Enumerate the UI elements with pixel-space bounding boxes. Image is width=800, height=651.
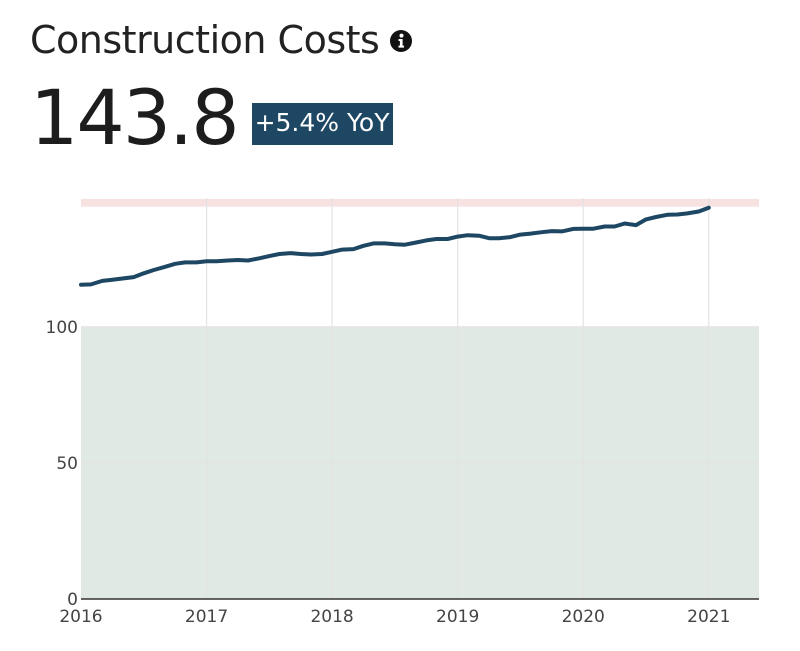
data-point bbox=[90, 283, 93, 286]
data-point bbox=[246, 259, 249, 262]
data-point bbox=[352, 248, 355, 251]
data-point bbox=[529, 232, 532, 235]
data-point bbox=[560, 230, 563, 233]
x-tick-label: 2017 bbox=[185, 607, 228, 627]
data-point bbox=[132, 276, 135, 279]
data-point bbox=[519, 233, 522, 236]
data-point bbox=[697, 210, 700, 213]
data-point bbox=[478, 234, 481, 237]
x-tick-label: 2020 bbox=[562, 607, 605, 627]
x-tick-label: 2018 bbox=[310, 607, 353, 627]
data-point bbox=[435, 238, 438, 241]
data-point bbox=[268, 255, 271, 258]
data-point bbox=[205, 260, 208, 263]
current-value: 143.8 bbox=[30, 73, 240, 162]
series-line bbox=[79, 205, 711, 287]
data-point bbox=[362, 244, 365, 247]
data-point bbox=[498, 237, 501, 240]
data-point bbox=[195, 261, 198, 264]
data-point bbox=[707, 206, 710, 209]
data-point bbox=[666, 213, 669, 216]
yoy-change-badge: +5.4% YoY bbox=[251, 103, 393, 145]
data-point bbox=[299, 252, 302, 255]
data-point bbox=[686, 212, 689, 215]
x-tick-label: 2019 bbox=[436, 607, 479, 627]
data-point bbox=[258, 257, 261, 260]
data-point bbox=[226, 259, 229, 262]
data-point bbox=[540, 231, 543, 234]
data-point bbox=[101, 279, 104, 282]
data-point bbox=[550, 230, 553, 233]
data-point bbox=[121, 277, 124, 280]
data-point bbox=[676, 213, 679, 216]
data-point bbox=[488, 237, 491, 240]
data-point bbox=[415, 241, 418, 244]
data-point bbox=[341, 248, 344, 251]
data-point bbox=[174, 262, 177, 265]
y-tick-label: 0 bbox=[67, 590, 78, 610]
data-point bbox=[372, 242, 375, 245]
data-point bbox=[393, 243, 396, 246]
data-point bbox=[152, 269, 155, 272]
y-tick-label: 100 bbox=[46, 318, 78, 338]
data-point bbox=[592, 227, 595, 230]
header: Construction Costs bbox=[30, 14, 413, 66]
data-point bbox=[603, 225, 606, 228]
data-point bbox=[184, 261, 187, 264]
data-point bbox=[331, 250, 334, 253]
data-point bbox=[236, 258, 239, 261]
info-icon[interactable] bbox=[389, 29, 413, 58]
x-tick-label: 2021 bbox=[687, 607, 730, 627]
data-point bbox=[215, 260, 218, 263]
title-row: Construction Costs bbox=[30, 14, 413, 66]
data-point bbox=[142, 272, 145, 275]
value-row: 143.8 +5.4% YoY bbox=[30, 76, 393, 160]
data-point bbox=[582, 227, 585, 230]
data-point bbox=[321, 252, 324, 255]
data-point bbox=[456, 235, 459, 238]
data-point bbox=[403, 243, 406, 246]
data-point bbox=[613, 225, 616, 228]
data-point bbox=[383, 242, 386, 245]
data-point bbox=[634, 224, 637, 227]
chart-title: Construction Costs bbox=[30, 18, 380, 62]
x-tick-label: 2016 bbox=[59, 607, 102, 627]
upper-band bbox=[81, 199, 759, 207]
data-point bbox=[289, 252, 292, 255]
data-point bbox=[466, 234, 469, 237]
y-tick-label: 50 bbox=[56, 454, 78, 474]
data-point bbox=[572, 227, 575, 230]
data-point bbox=[309, 253, 312, 256]
data-point bbox=[425, 239, 428, 242]
data-point bbox=[111, 278, 114, 281]
data-point bbox=[446, 238, 449, 241]
data-point bbox=[623, 222, 626, 225]
data-point bbox=[655, 215, 658, 218]
data-point bbox=[645, 218, 648, 221]
data-point bbox=[164, 265, 167, 268]
data-point bbox=[278, 252, 281, 255]
data-point bbox=[80, 283, 83, 286]
data-point bbox=[509, 236, 512, 239]
